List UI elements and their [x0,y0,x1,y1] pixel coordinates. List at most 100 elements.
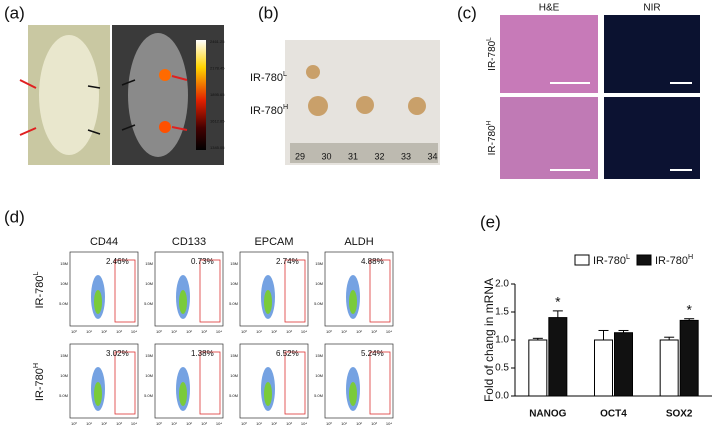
he-image [500,97,598,179]
column-header: EPCAM [254,236,293,248]
y-tick-label: 5.0M [144,301,153,306]
ruler-label: 33 [401,151,411,161]
x-tick-label: SOX2 [666,409,693,420]
column-header: H&E [539,3,560,14]
gate [369,259,391,323]
x-tick-label: 10⁴ [386,329,392,334]
y-tick-label: 10M [315,373,323,378]
x-tick-label: 10² [101,421,107,426]
x-tick-label: 10⁰ [71,329,77,334]
tumor-signal [159,69,171,81]
ruler-label: 29 [295,151,305,161]
label-text: IR-780 [250,72,283,84]
x-tick-label: 10³ [286,329,292,334]
bar [614,332,633,397]
percentage: 3.02% [106,349,129,358]
y-tick-label: 15M [145,353,153,358]
gate [114,259,136,323]
x-tick-label: 10¹ [86,329,92,334]
label-sup: L [626,253,630,261]
y-tick-label: 10M [60,281,68,286]
y-tick-label: 10M [230,281,238,286]
label-sup: H [283,103,288,111]
label-text: IR-780 [593,255,626,267]
percentage: 4.88% [361,257,384,266]
x-tick-label: 10³ [371,329,377,334]
error-bar [598,329,609,340]
gate [284,259,306,323]
x-tick-label: 10² [356,421,362,426]
nir-image [604,97,700,179]
y-tick-label: 10M [145,281,153,286]
y-tick-label: 15M [315,353,323,358]
tumors [306,65,426,116]
nir-image [604,15,700,93]
y-tick-label: 10M [60,373,68,378]
legend-swatch [636,254,652,266]
label-with-sup: IR-780H [655,253,693,267]
x-tick-label: 10² [186,421,192,426]
legend-swatch [574,254,590,266]
bar [528,339,548,397]
x-tick-label: 10² [186,329,192,334]
black-arrows [87,79,136,135]
mouse [39,35,99,155]
ruler-label: 30 [321,151,331,161]
y-tick-label: 5.0M [229,301,238,306]
y-tick-label: 15M [315,261,323,266]
x-tick-label: 10³ [116,421,122,426]
label-sup: L [283,70,287,78]
cell-core [179,290,187,314]
label-with-sup: IR-780L [485,37,497,71]
x-tick-label: 10⁴ [216,329,222,334]
y-tick-label: 15M [145,261,153,266]
percentage: 1.38% [191,349,214,358]
bar [548,317,568,397]
gate [369,351,391,415]
y-tick-label: 10M [230,373,238,378]
label-with-sup: IR-780H [250,103,288,117]
x-tick-label: 10¹ [341,421,347,426]
flow-plot [154,343,224,419]
mouse-nir [128,33,188,157]
x-tick-label: 10³ [201,329,207,334]
percentage: 5.24% [361,349,384,358]
column-header: CD44 [90,236,118,248]
x-tick-label: 10⁰ [326,421,332,426]
ruler-label: 34 [427,151,437,161]
y-tick-label: 5.0M [59,301,68,306]
label-with-sup: IR-780L [593,253,630,267]
percentage: 6.52% [276,349,299,358]
x-tick-label: OCT4 [600,409,627,420]
label-text: IR-780 [34,368,46,401]
bar [594,339,613,397]
label-sup: H [32,363,40,368]
cell-core [349,382,357,406]
tumor-signal [159,121,171,133]
error-bar [684,318,695,321]
y-tick-label: 5.0M [229,393,238,398]
label-text: IR-780 [655,255,688,267]
x-tick-label: 10⁴ [131,329,137,334]
bar [679,319,699,397]
ruler [290,143,438,163]
y-tick-label: 15M [60,353,68,358]
x-tick-label: 10³ [371,421,377,426]
label-text: IR-780 [487,125,498,155]
error-bar [552,310,563,318]
significance: * [555,294,561,310]
y-tick-label: 15M [230,353,238,358]
label-text: IR-780 [487,40,498,70]
column-header: ALDH [344,236,373,248]
error-bar [532,337,543,340]
x-tick-label: 10³ [286,421,292,426]
x-tick-label: NANOG [529,409,566,420]
x-tick-label: 10⁰ [326,329,332,334]
bar [659,339,679,397]
label-with-sup: IR-780L [32,271,46,308]
label-sup: H [688,253,693,261]
y-tick-label: 0.0 [495,391,509,402]
colorbar-tick: 1895.65 [210,92,225,97]
x-tick-label: 10⁴ [301,421,307,426]
percentage: 0.73% [191,257,214,266]
